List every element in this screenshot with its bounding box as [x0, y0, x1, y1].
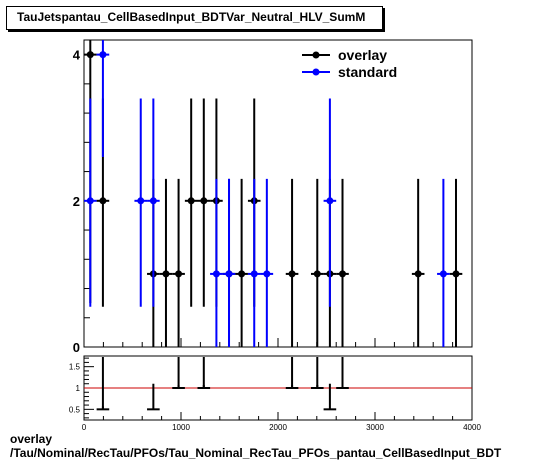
legend-marker-standard — [312, 68, 320, 76]
histogram-path-caption: overlay /Tau/Nominal/RecTau/PFOs/Tau_Nom… — [10, 432, 501, 460]
ratio-y-tick-label: 1.5 — [69, 363, 81, 372]
overlay-point — [339, 270, 347, 278]
overlay-point — [288, 270, 296, 278]
ratio-y-tick-label: 1 — [76, 384, 81, 393]
caption-line-2: /Tau/Nominal/RecTau/PFOs/Tau_Nominal_Rec… — [10, 446, 502, 460]
ratio-x-tick-label: 2000 — [269, 423, 287, 432]
standard-point — [86, 197, 94, 205]
standard-point — [225, 270, 233, 278]
legend-label-standard: standard — [338, 64, 397, 80]
overlay-point — [99, 197, 107, 205]
ratio-y-tick-label: 0.5 — [69, 405, 81, 414]
standard-point — [326, 197, 334, 205]
overlay-point — [414, 270, 422, 278]
overlay-point — [187, 197, 195, 205]
overlay-point — [200, 197, 208, 205]
legend-marker-overlay — [312, 51, 320, 59]
y-tick-label: 2 — [73, 194, 80, 209]
ratio-x-tick-label: 1000 — [172, 423, 190, 432]
overlay-point — [313, 270, 321, 278]
legend-label-overlay: overlay — [338, 47, 387, 63]
y-tick-label: 0 — [73, 340, 80, 355]
standard-point — [212, 270, 220, 278]
overlay-point — [162, 270, 170, 278]
main-frame — [83, 39, 473, 348]
overlay-point — [175, 270, 183, 278]
standard-point — [439, 270, 447, 278]
caption-line-1: overlay — [10, 432, 53, 446]
histogram-title-box: TauJetspantau_CellBasedInput_BDTVar_Neut… — [6, 6, 383, 30]
standard-point — [149, 197, 157, 205]
ratio-x-tick-label: 3000 — [366, 423, 384, 432]
overlay-point — [86, 51, 94, 59]
standard-point — [99, 51, 107, 59]
y-tick-label: 4 — [73, 48, 81, 63]
histogram-title: TauJetspantau_CellBasedInput_BDTVar_Neut… — [17, 10, 366, 24]
standard-point — [263, 270, 271, 278]
standard-point — [250, 270, 258, 278]
overlay-point — [452, 270, 460, 278]
ratio-x-tick-label: 4000 — [463, 423, 481, 432]
overlay-point — [238, 270, 246, 278]
ratio-x-tick-label: 0 — [82, 423, 87, 432]
standard-point — [137, 197, 145, 205]
